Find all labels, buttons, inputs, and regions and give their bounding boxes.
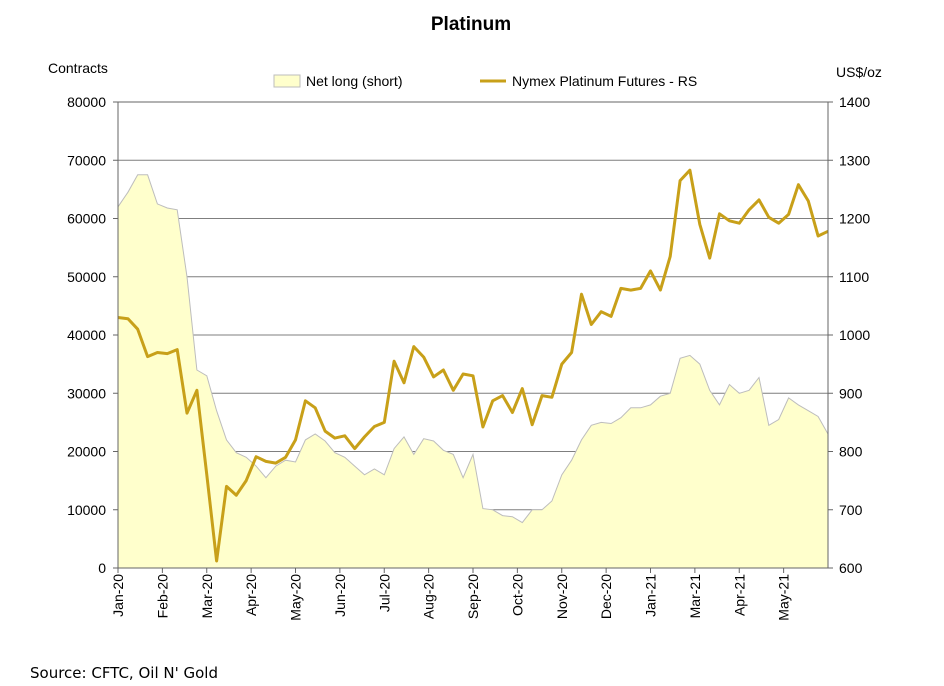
right-tick-label: 800 bbox=[839, 444, 863, 460]
x-tick-label: Feb-20 bbox=[154, 574, 170, 619]
x-tick-label: May-21 bbox=[776, 574, 792, 621]
right-tick-label: 1000 bbox=[839, 327, 870, 343]
right-tick-label: 1400 bbox=[839, 94, 870, 110]
left-tick-label: 10000 bbox=[67, 502, 106, 518]
legend-area-label: Net long (short) bbox=[306, 73, 402, 89]
x-tick-label: Jul-20 bbox=[376, 574, 392, 612]
left-axis-ticks: 0 10000 20000 30000 40000 50000 60000 70000 8000… bbox=[67, 94, 118, 576]
x-tick-label: Dec-20 bbox=[598, 574, 614, 619]
x-tick-label: Jan-20 bbox=[110, 574, 126, 617]
right-tick-label: 1100 bbox=[839, 269, 869, 285]
right-tick-label: 1200 bbox=[839, 211, 870, 227]
x-tick-label: Jan-21 bbox=[643, 574, 659, 617]
right-axis-unit: US$/oz bbox=[836, 64, 882, 80]
x-tick-label: Apr-20 bbox=[243, 574, 259, 616]
x-tick-label: Sep-20 bbox=[465, 574, 481, 619]
net-long-area bbox=[117, 174, 829, 569]
x-tick-label: Mar-21 bbox=[687, 574, 703, 619]
left-tick-label: 30000 bbox=[67, 385, 106, 401]
x-tick-label: Oct-20 bbox=[509, 574, 525, 616]
legend-line-label: Nymex Platinum Futures - RS bbox=[512, 73, 697, 89]
x-tick-label: Apr-21 bbox=[731, 574, 747, 616]
x-tick-label: May-20 bbox=[288, 574, 304, 621]
left-axis-unit: Contracts bbox=[48, 60, 108, 76]
left-tick-label: 40000 bbox=[67, 327, 106, 343]
left-tick-label: 70000 bbox=[67, 152, 106, 168]
left-tick-label: 0 bbox=[98, 560, 106, 576]
platinum-price-line bbox=[117, 168, 829, 563]
x-tick-label: Nov-20 bbox=[554, 574, 570, 619]
legend-area-swatch bbox=[273, 74, 301, 88]
chart-title: Platinum bbox=[431, 14, 511, 35]
left-tick-label: 20000 bbox=[67, 444, 106, 460]
x-tick-label: Mar-20 bbox=[199, 574, 215, 619]
right-tick-label: 900 bbox=[839, 385, 863, 401]
right-tick-label: 600 bbox=[839, 560, 863, 576]
left-tick-label: 50000 bbox=[67, 269, 106, 285]
left-tick-label: 80000 bbox=[67, 94, 106, 110]
x-tick-label: Aug-20 bbox=[421, 574, 437, 619]
x-tick-label: Jun-20 bbox=[332, 574, 348, 617]
right-tick-label: 700 bbox=[839, 502, 863, 518]
right-tick-label: 1300 bbox=[839, 152, 870, 168]
right-axis-ticks: 600 700 800 900 1000 1100 1200 1300 1400 bbox=[828, 94, 870, 576]
source-note: Source: CFTC, Oil N' Gold bbox=[30, 664, 218, 682]
x-axis-ticks: Jan-20 Feb-20 Mar-20 Apr-20 May-20 Jun-20 Jul-… bbox=[110, 568, 792, 621]
legend: Net long (short) Nymex Platinum Futures -… bbox=[273, 73, 697, 89]
left-tick-label: 60000 bbox=[67, 211, 106, 227]
